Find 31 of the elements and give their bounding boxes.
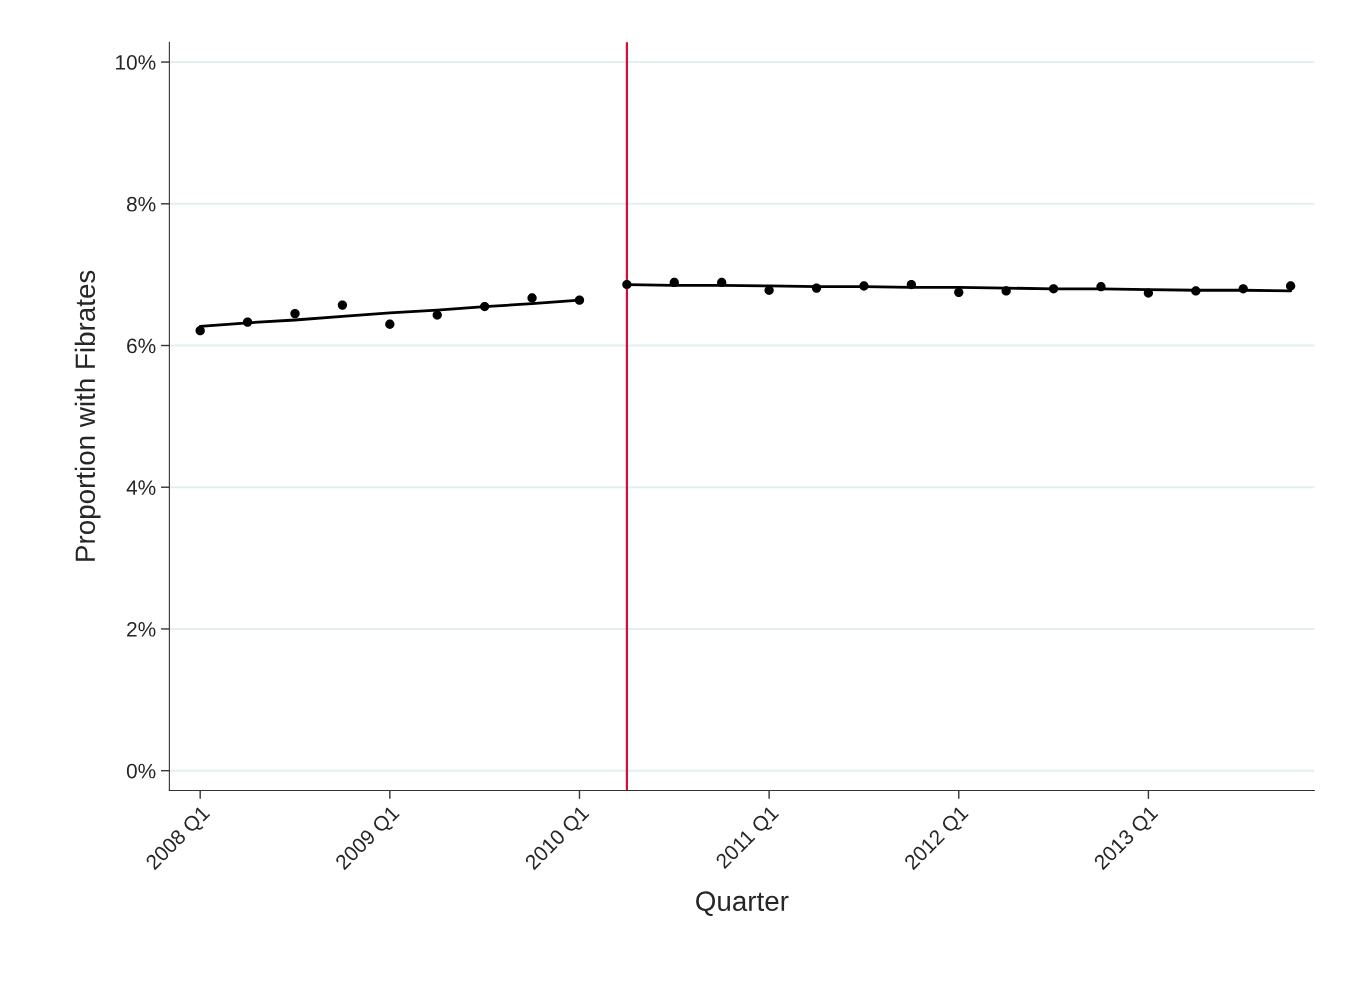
point [811,283,822,293]
y-tick-label: 4% [126,480,156,495]
y-tick-label: 6% [127,338,156,354]
y-tick-label: 8% [126,196,156,212]
point [1001,286,1011,296]
point [906,279,917,290]
point [337,300,348,310]
point [669,277,679,288]
point [1048,284,1059,294]
y-axis-title: Proportion with Fibrates [74,270,101,561]
point [242,317,253,327]
point [1191,286,1201,296]
point [574,295,585,305]
point [1143,288,1154,298]
point [717,277,727,288]
y-tick-label: 0% [126,763,156,779]
x-axis-title: Quarter [696,891,789,916]
point [622,279,632,290]
point [385,319,395,329]
point [527,293,537,303]
point [1238,284,1248,294]
point [480,301,490,312]
point [859,281,869,291]
y-tick-label: 10% [116,55,156,70]
point [432,310,442,320]
point [954,287,964,298]
point [195,325,205,336]
point [1285,281,1296,291]
point [290,308,300,319]
point [1096,282,1106,292]
y-tick-label: 2% [127,621,156,637]
